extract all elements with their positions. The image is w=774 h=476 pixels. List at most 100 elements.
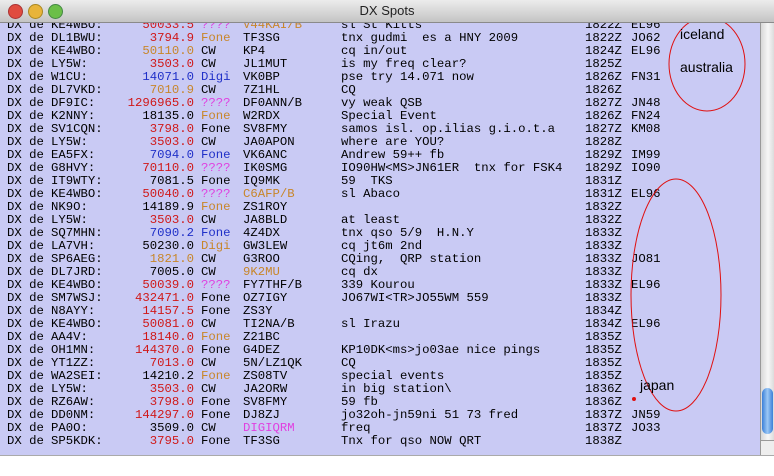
time: 1834Z xyxy=(585,317,622,331)
time: 1833Z xyxy=(585,291,622,305)
frequency: 50039.0 xyxy=(142,278,194,292)
prefix: DX de xyxy=(7,317,44,331)
prefix: DX de xyxy=(7,83,44,97)
time: 1832Z xyxy=(585,200,622,214)
spotter: K2NNY: xyxy=(51,109,96,123)
comment: in big station\ xyxy=(341,382,452,396)
frequency: 3798.0 xyxy=(149,395,194,409)
scrollbar[interactable] xyxy=(760,22,774,456)
frequency: 50081.0 xyxy=(142,317,194,331)
dx-call: ZS1ROY xyxy=(243,200,288,214)
spotter: SP5KDK: xyxy=(51,434,103,448)
spotter: PA0O: xyxy=(51,421,88,435)
frequency: 1821.0 xyxy=(149,252,194,266)
frequency: 3503.0 xyxy=(149,57,194,71)
grid-locator: FN31 xyxy=(631,70,661,84)
annotation: japan xyxy=(640,377,675,393)
prefix: DX de xyxy=(7,291,44,305)
close-button[interactable] xyxy=(8,4,23,19)
comment: where are YOU? xyxy=(341,135,445,149)
dx-call: IK0SMG xyxy=(243,161,288,175)
mode: Fone xyxy=(201,434,231,448)
prefix: DX de xyxy=(7,343,44,357)
mode: Fone xyxy=(201,369,231,383)
spotter: EA5FX: xyxy=(51,148,96,162)
mode: Fone xyxy=(201,174,231,188)
time: 1834Z xyxy=(585,304,622,318)
time: 1833Z xyxy=(585,252,622,266)
grid-locator: KM08 xyxy=(631,122,661,136)
mode: Fone xyxy=(201,200,231,214)
scroll-thumb[interactable] xyxy=(762,388,773,434)
comment: 59 fb xyxy=(341,395,378,409)
dx-call: ZS08TV xyxy=(243,369,288,383)
frequency: 7081.5 xyxy=(149,174,194,188)
spotter: WA2SEI: xyxy=(51,369,103,383)
mode: Fone xyxy=(201,330,231,344)
grid-locator: JN48 xyxy=(631,96,661,110)
mode: ???? xyxy=(201,187,231,201)
mode: Digi xyxy=(201,70,231,84)
frequency: 144297.0 xyxy=(134,408,194,422)
dx-call: DJ8ZJ xyxy=(243,408,280,422)
prefix: DX de xyxy=(7,304,44,318)
frequency: 7094.0 xyxy=(149,148,194,162)
spotter: LA7VH: xyxy=(51,239,96,253)
time: 1835Z xyxy=(585,356,622,370)
mode: CW xyxy=(201,57,216,71)
prefix: DX de xyxy=(7,187,44,201)
frequency: 7005.0 xyxy=(149,265,194,279)
grid-locator: EL96 xyxy=(631,278,661,292)
grid-locator: FN24 xyxy=(631,109,661,123)
spotter: KE4WBO: xyxy=(51,317,103,331)
time: 1836Z xyxy=(585,382,622,396)
scroll-arrows[interactable] xyxy=(761,440,774,456)
mode: Fone xyxy=(201,291,231,305)
grid-locator: EL96 xyxy=(631,187,661,201)
dx-call: G3ROO xyxy=(243,252,280,266)
grid-locator: JO33 xyxy=(631,421,661,435)
mode: CW xyxy=(201,213,216,227)
frequency: 14071.0 xyxy=(142,70,194,84)
minimize-button[interactable] xyxy=(28,4,43,19)
spotter: SP6AEG: xyxy=(51,252,103,266)
window-title: DX Spots xyxy=(359,3,415,18)
comment: Andrew 59++ fb xyxy=(341,148,445,162)
dx-call: 9K2MU xyxy=(243,265,280,279)
comment: CQ xyxy=(341,356,356,370)
spotter: IT9WTY: xyxy=(51,174,103,188)
comment: at least xyxy=(341,213,401,227)
mode: CW xyxy=(201,421,216,435)
time: 1833Z xyxy=(585,265,622,279)
grid-locator: EL96 xyxy=(631,44,661,58)
spotter: G8HVY: xyxy=(51,161,96,175)
spotter: DL1BWU: xyxy=(51,31,103,45)
mode: CW xyxy=(201,44,216,58)
dx-call: Z21BC xyxy=(243,330,280,344)
spotter: W1CU: xyxy=(51,70,88,84)
title-bar: DX Spots xyxy=(0,0,774,23)
zoom-button[interactable] xyxy=(48,4,63,19)
frequency: 3795.0 xyxy=(149,434,194,448)
spotter: LY5W: xyxy=(51,213,88,227)
dx-call: DF0ANN/B xyxy=(243,96,303,110)
prefix: DX de xyxy=(7,382,44,396)
comment: special events xyxy=(341,369,445,383)
mode: CW xyxy=(201,135,216,149)
time: 1833Z xyxy=(585,278,622,292)
comment: CQ xyxy=(341,83,356,97)
comment: CQing, QRP station xyxy=(341,252,482,266)
time: 1833Z xyxy=(585,226,622,240)
spotter: SQ7MHN: xyxy=(51,226,103,240)
spotter: SV1CQN: xyxy=(51,122,103,136)
frequency: 70110.0 xyxy=(142,161,194,175)
time: 1835Z xyxy=(585,369,622,383)
frequency: 3503.0 xyxy=(149,382,194,396)
comment: cq dx xyxy=(341,265,378,279)
time: 1829Z xyxy=(585,148,622,162)
dx-call: OZ7IGY xyxy=(243,291,288,305)
dx-call: JA2ORW xyxy=(243,382,288,396)
prefix: DX de xyxy=(7,330,44,344)
spotter: DL7JRD: xyxy=(51,265,103,279)
prefix: DX de xyxy=(7,369,44,383)
